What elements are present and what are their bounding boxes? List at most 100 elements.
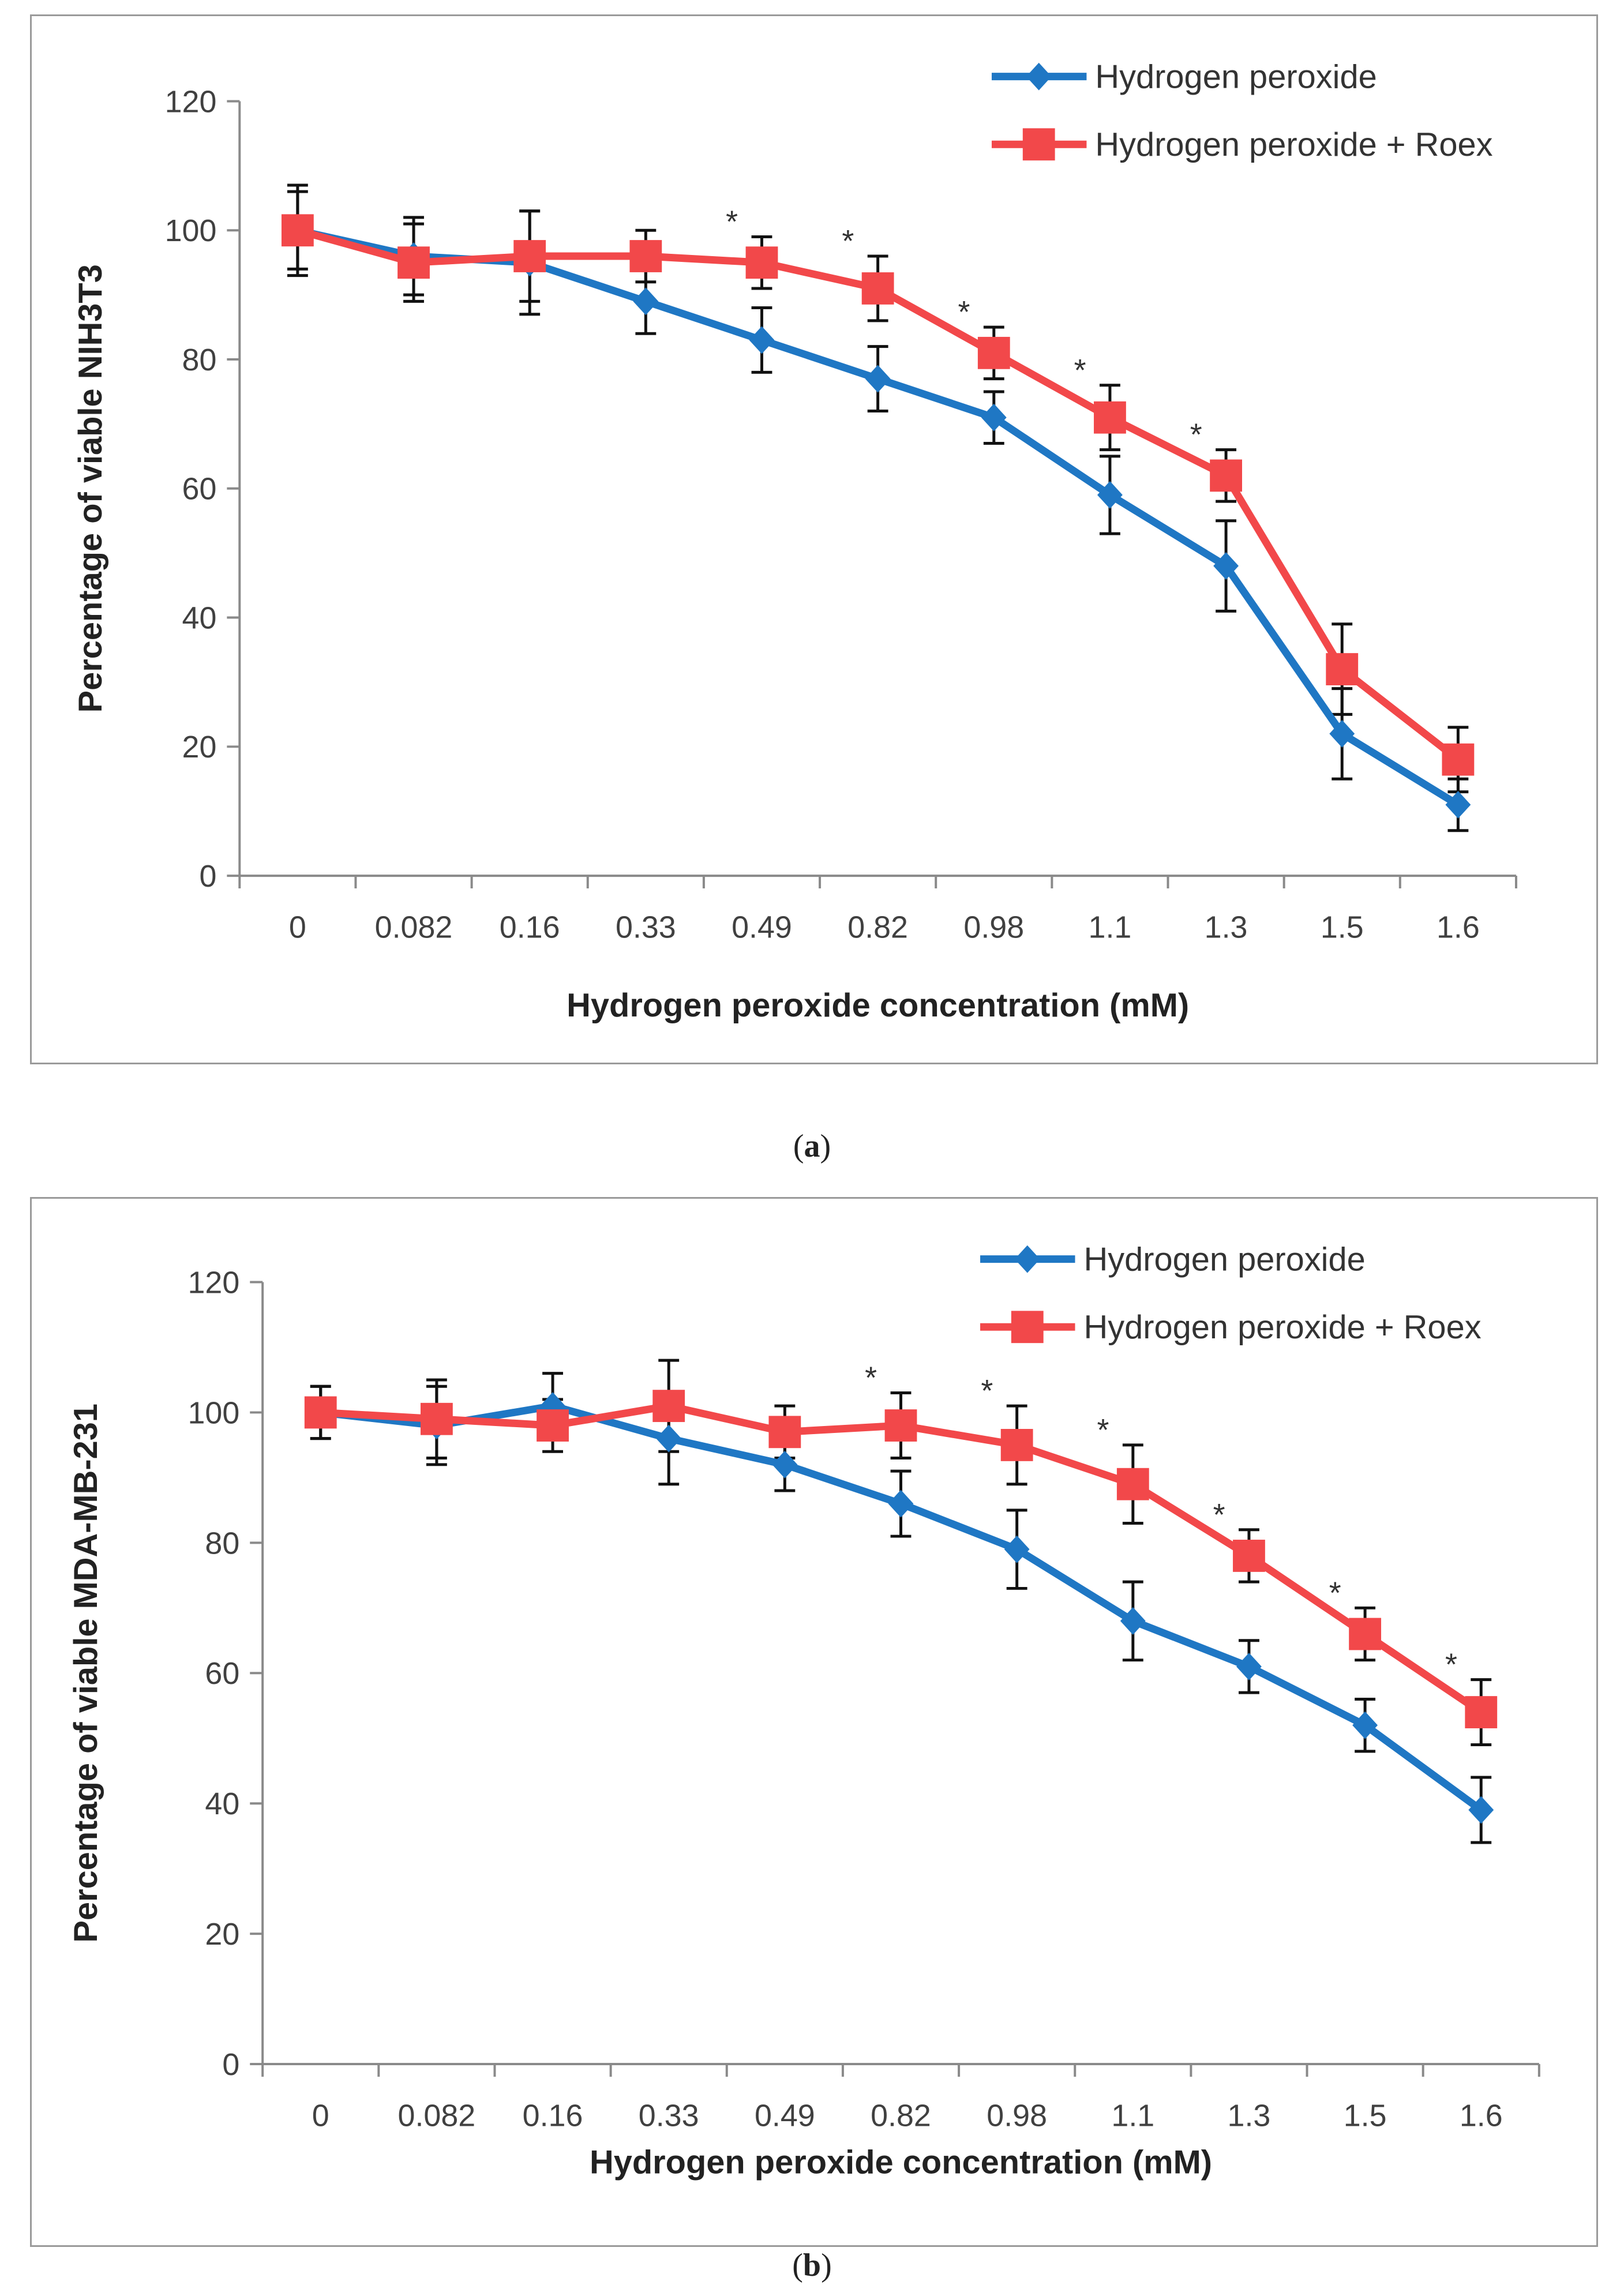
data-point-diamond	[656, 1424, 682, 1453]
y-axis-title: Percentage of viable MDA-MB-231	[67, 1404, 104, 1943]
caption-b-letter: b	[802, 2248, 822, 2283]
data-point-diamond	[1120, 1607, 1146, 1635]
data-point-square	[1326, 653, 1359, 685]
x-tick-label: 0.33	[639, 2099, 699, 2133]
significance-star: *	[1329, 1575, 1341, 1610]
legend-marker-diamond	[1014, 1245, 1040, 1273]
legend-label-1: Hydrogen peroxide	[1083, 1241, 1365, 1278]
significance-star: *	[1213, 1498, 1225, 1532]
legend-label-2: Hydrogen peroxide + Roex	[1095, 126, 1492, 163]
x-tick-label: 0.33	[616, 910, 676, 945]
legend-label-1: Hydrogen peroxide	[1095, 59, 1377, 96]
series-line-1	[320, 1402, 1484, 1813]
caption-a-letter: a	[804, 1128, 820, 1164]
data-point-diamond	[1352, 1711, 1378, 1739]
y-tick-label: 60	[182, 472, 217, 506]
y-tick-label: 0	[222, 2047, 239, 2082]
y-tick-label: 60	[205, 1656, 239, 1691]
data-point-diamond	[1097, 481, 1123, 509]
x-tick-label: 0.082	[398, 2099, 476, 2133]
data-point-diamond	[1236, 1653, 1262, 1680]
x-tick-label: 1.1	[1111, 2099, 1154, 2133]
x-tick-label: 0.82	[847, 910, 908, 945]
y-tick-label: 80	[182, 343, 217, 377]
x-tick-label: 1.6	[1437, 910, 1480, 945]
x-tick-label: 0.98	[963, 910, 1024, 945]
chart-panel-b: 0 20 40 60 80 100 120 0 0.082 0.16 0.33 0.49 0.82 0.9…	[30, 1197, 1598, 2247]
significance-star: *	[1190, 418, 1202, 452]
chart-panel-a: 0 20 40 60 80 100 120 0 0.082 0.16 0.33 0.49 0.82 0.9…	[30, 14, 1598, 1064]
data-point-square	[1442, 743, 1475, 776]
x-tick-label: 1.5	[1344, 2099, 1387, 2133]
x-tick-label: 0.49	[755, 2099, 815, 2133]
data-point-square	[304, 1396, 337, 1429]
x-axis-title: Hydrogen peroxide concentration (mM)	[567, 987, 1189, 1024]
y-tick-label: 40	[205, 1787, 239, 1821]
chart-b: 0 20 40 60 80 100 120 0 0.082 0.16 0.33 0.49 0.82 0.9…	[67, 1241, 1540, 2181]
data-point-square	[420, 1402, 453, 1435]
chart-a: 0 20 40 60 80 100 120 0 0.082 0.16 0.33 0.49 0.82 0.9…	[72, 59, 1517, 1024]
significance-star: *	[726, 204, 738, 239]
legend-label-2: Hydrogen peroxide + Roex	[1083, 1309, 1481, 1346]
significance-star: *	[981, 1374, 993, 1408]
data-point-diamond	[1468, 1796, 1494, 1824]
data-point-square	[768, 1416, 801, 1449]
data-point-square	[1465, 1696, 1498, 1728]
data-point-square	[861, 272, 894, 305]
data-point-diamond	[865, 365, 891, 393]
data-point-square	[629, 240, 662, 272]
data-point-square	[977, 336, 1010, 369]
y-axis-title: Percentage of viable NIH3T3	[72, 264, 109, 712]
data-point-square	[537, 1409, 569, 1442]
x-tick-label: 1.5	[1321, 910, 1364, 945]
significance-star: *	[1074, 353, 1086, 388]
x-tick-label: 0.16	[500, 910, 560, 945]
data-point-square	[1094, 401, 1126, 434]
x-tick-label: 1.1	[1089, 910, 1132, 945]
x-tick-label: 1.3	[1228, 2099, 1271, 2133]
x-axis-title: Hydrogen peroxide concentration (mM)	[590, 2144, 1212, 2181]
data-point-square	[1116, 1468, 1149, 1500]
data-point-diamond	[540, 1392, 565, 1420]
caption-b: (b)	[792, 2248, 832, 2283]
data-point-diamond	[1445, 791, 1471, 819]
y-tick-label: 120	[187, 1265, 239, 1300]
data-point-square	[652, 1390, 685, 1423]
legend-marker-square	[1022, 128, 1055, 161]
significance-star: *	[865, 1361, 877, 1395]
data-point-square	[745, 246, 778, 279]
data-point-square	[1233, 1540, 1265, 1572]
y-tick-label: 20	[182, 730, 217, 764]
significance-star: *	[1097, 1413, 1109, 1447]
significance-star: *	[958, 295, 970, 329]
x-tick-label: 1.3	[1205, 910, 1248, 945]
x-tick-label: 0.49	[732, 910, 792, 945]
x-tick-label: 0	[312, 2099, 329, 2133]
significance-star: *	[1445, 1648, 1457, 1682]
legend-marker-diamond	[1026, 62, 1052, 91]
x-tick-label: 0	[289, 910, 306, 945]
data-point-diamond	[1213, 552, 1239, 580]
data-point-diamond	[772, 1450, 798, 1479]
data-point-diamond	[749, 326, 775, 354]
y-tick-label: 40	[182, 601, 217, 635]
y-tick-label: 120	[165, 84, 217, 119]
data-point-square	[281, 214, 314, 247]
data-point-diamond	[633, 287, 659, 316]
y-tick-label: 80	[205, 1526, 239, 1560]
significance-star: *	[842, 224, 854, 258]
x-tick-label: 0.082	[375, 910, 453, 945]
legend-marker-square	[1011, 1311, 1044, 1344]
data-point-square	[1349, 1618, 1382, 1650]
data-point-square	[513, 240, 546, 272]
x-tick-label: 1.6	[1460, 2099, 1503, 2133]
data-point-square	[1000, 1429, 1033, 1461]
data-point-diamond	[888, 1489, 914, 1518]
x-tick-label: 0.98	[987, 2099, 1047, 2133]
data-point-diamond	[1004, 1535, 1030, 1563]
x-tick-label: 0.82	[871, 2099, 931, 2133]
data-point-square	[1210, 459, 1243, 492]
x-tick-label: 0.16	[523, 2099, 583, 2133]
data-point-square	[397, 246, 430, 279]
y-tick-label: 0	[199, 859, 216, 894]
